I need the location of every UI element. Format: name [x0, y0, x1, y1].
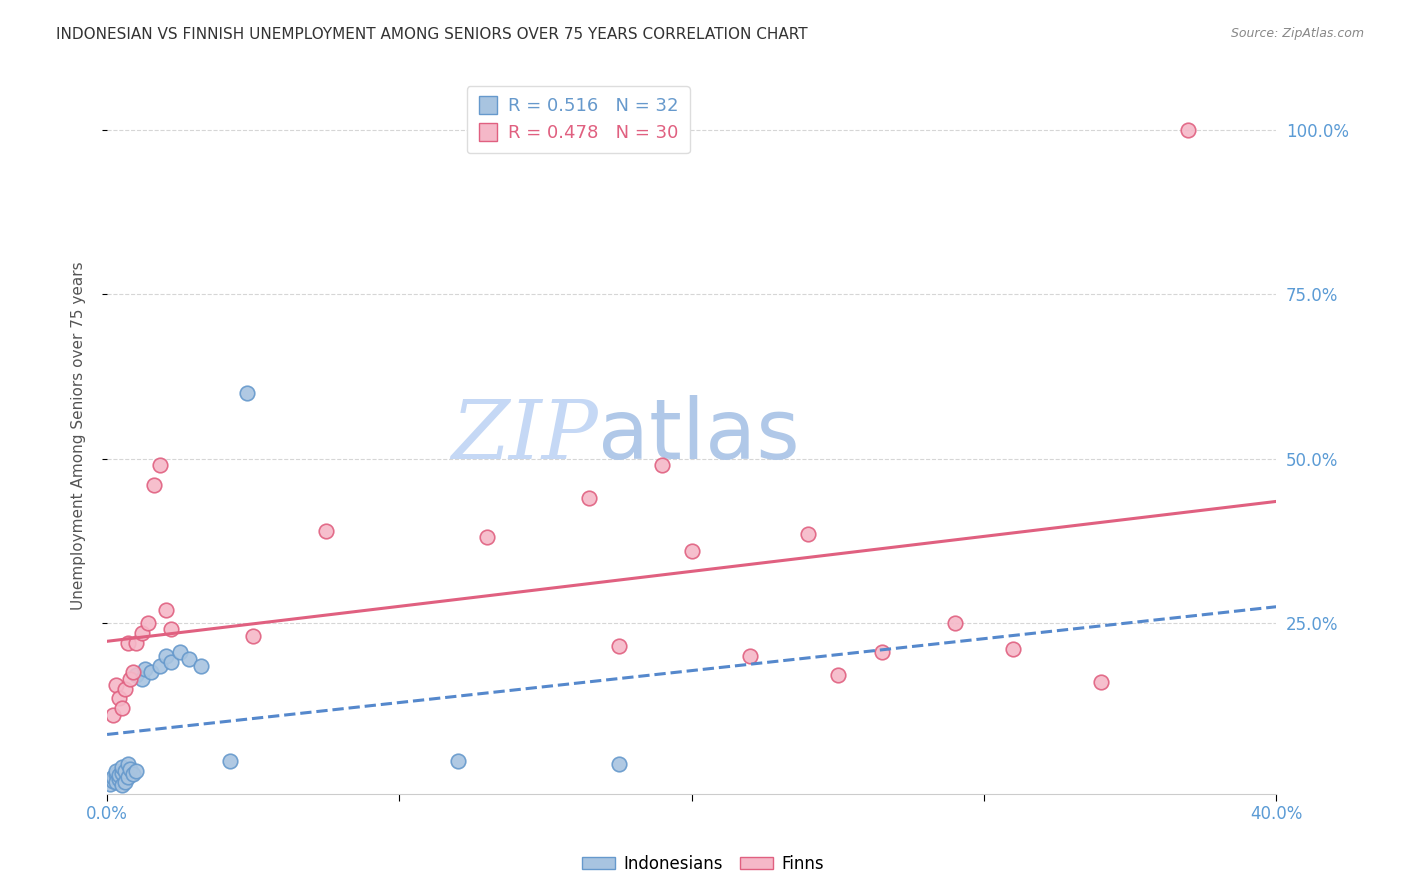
Point: [315, 524, 337, 538]
Point: [125, 635, 148, 649]
Point: [1090, 675, 1112, 690]
Point: [111, 778, 134, 792]
Point: [125, 764, 148, 778]
Point: [120, 672, 142, 686]
Point: [139, 665, 162, 679]
Point: [155, 648, 177, 663]
Point: [114, 764, 136, 778]
Point: [218, 754, 240, 768]
Point: [101, 707, 124, 722]
Point: [870, 645, 893, 659]
Point: [177, 652, 200, 666]
Point: [117, 757, 139, 772]
Point: [134, 662, 156, 676]
Point: [111, 701, 134, 715]
Point: [120, 762, 142, 776]
Text: ZIP: ZIP: [451, 395, 598, 475]
Point: [160, 655, 183, 669]
Point: [125, 668, 148, 682]
Point: [738, 648, 761, 663]
Point: [136, 615, 159, 630]
Point: [578, 491, 600, 505]
Point: [169, 645, 191, 659]
Point: [111, 765, 134, 780]
Point: [131, 625, 153, 640]
Point: [607, 757, 630, 772]
Point: [149, 458, 172, 472]
Point: [98, 777, 121, 791]
Point: [122, 767, 145, 781]
Point: [131, 672, 153, 686]
Point: [475, 530, 498, 544]
Point: [107, 768, 129, 782]
Point: [104, 678, 127, 692]
Point: [447, 754, 470, 768]
Point: [149, 658, 172, 673]
Point: [122, 665, 145, 679]
Point: [111, 760, 134, 774]
Point: [236, 385, 259, 400]
Point: [107, 772, 129, 787]
Text: Source: ZipAtlas.com: Source: ZipAtlas.com: [1230, 27, 1364, 40]
Point: [101, 770, 124, 784]
Point: [117, 635, 139, 649]
Point: [142, 478, 165, 492]
Text: INDONESIAN VS FINNISH UNEMPLOYMENT AMONG SENIORS OVER 75 YEARS CORRELATION CHART: INDONESIAN VS FINNISH UNEMPLOYMENT AMONG…: [56, 27, 808, 42]
Legend: Indonesians, Finns: Indonesians, Finns: [575, 848, 831, 880]
Point: [104, 767, 127, 781]
Point: [101, 773, 124, 788]
Point: [155, 603, 177, 617]
Point: [104, 764, 127, 778]
Point: [104, 775, 127, 789]
Point: [827, 668, 849, 682]
Point: [797, 527, 820, 541]
Point: [114, 681, 136, 696]
Point: [114, 775, 136, 789]
Point: [107, 691, 129, 706]
Point: [117, 770, 139, 784]
Point: [1177, 123, 1199, 137]
Point: [160, 623, 183, 637]
Point: [943, 615, 966, 630]
Point: [242, 629, 264, 643]
Legend: R = 0.516   N = 32, R = 0.478   N = 30: R = 0.516 N = 32, R = 0.478 N = 30: [467, 87, 690, 153]
Y-axis label: Unemployment Among Seniors over 75 years: Unemployment Among Seniors over 75 years: [72, 261, 86, 610]
Point: [607, 639, 630, 653]
Point: [651, 458, 673, 472]
Point: [681, 543, 703, 558]
Text: atlas: atlas: [598, 395, 800, 476]
Point: [1002, 642, 1025, 657]
Point: [190, 658, 212, 673]
